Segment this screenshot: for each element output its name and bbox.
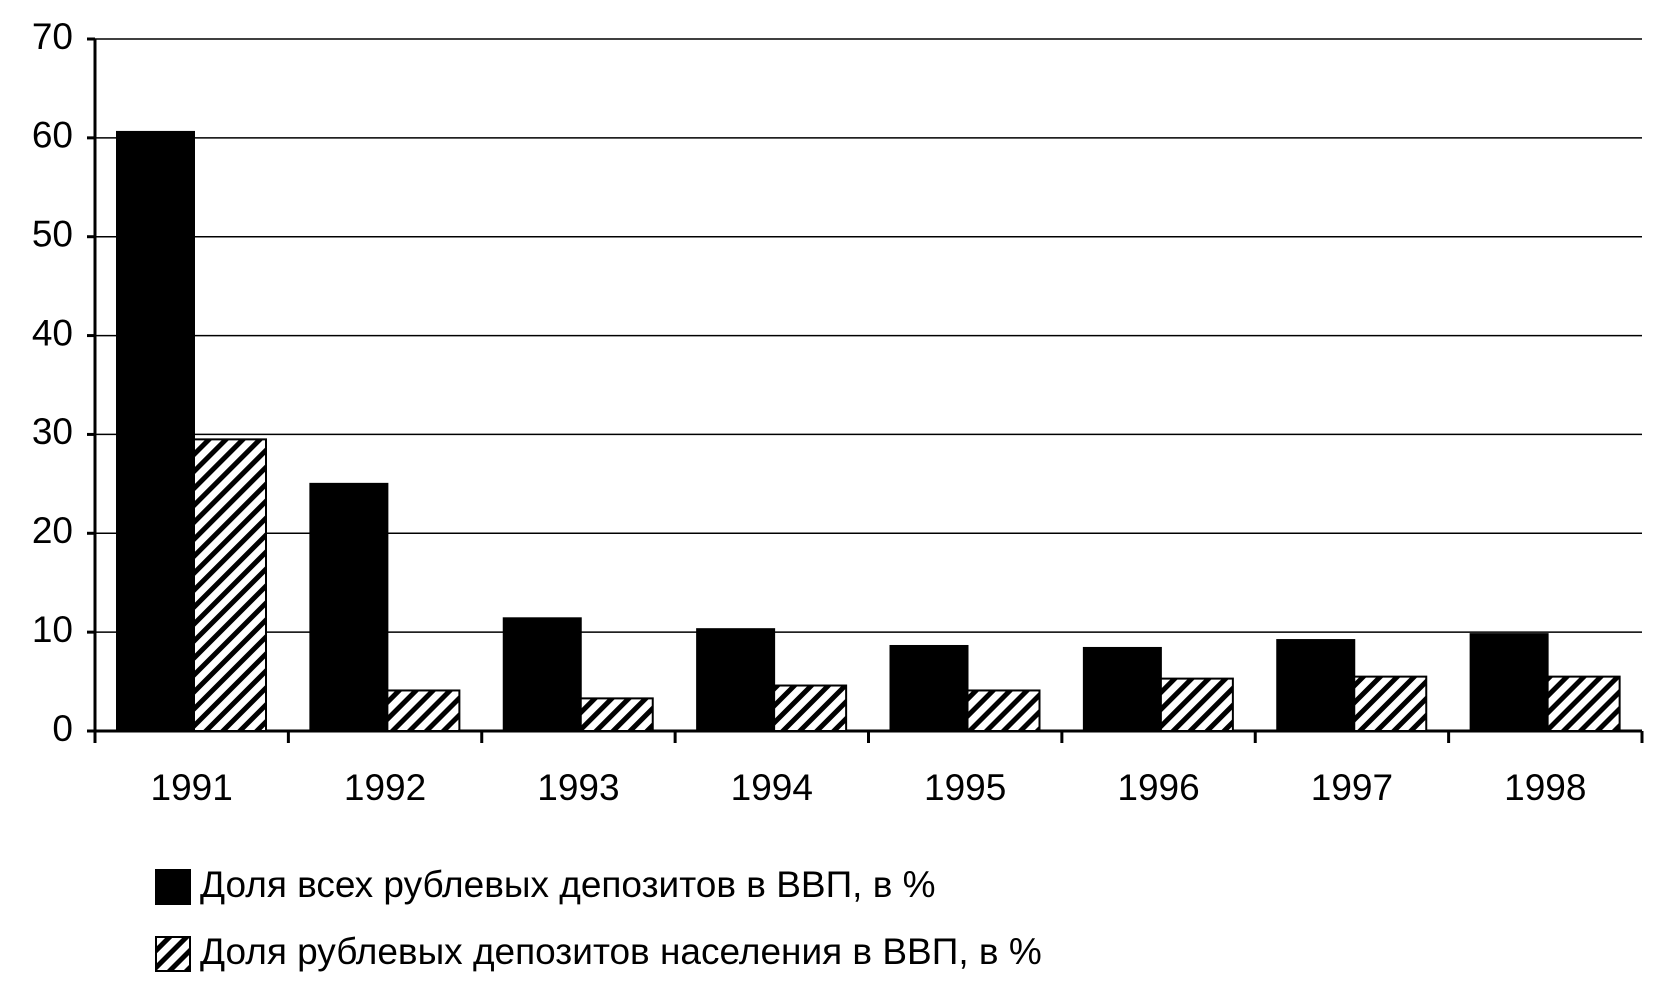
legend-label: Доля всех рублевых депозитов в ВВП, в %: [200, 864, 936, 905]
bar: [966, 689, 1041, 732]
bar: [309, 482, 389, 732]
bar: [193, 438, 267, 732]
x-tick-label: 1993: [537, 767, 619, 808]
legend-swatch: [155, 936, 191, 972]
y-tick-label: 10: [32, 609, 73, 650]
x-tick-label: 1998: [1504, 767, 1586, 808]
x-tick-label: 1991: [151, 767, 233, 808]
bar: [1353, 675, 1428, 733]
bar: [1159, 677, 1234, 732]
legend-swatch: [155, 869, 191, 905]
x-tick-label: 1997: [1311, 767, 1393, 808]
x-tick-label: 1996: [1117, 767, 1199, 808]
legend-label: Доля рублевых депозитов населения в ВВП,…: [200, 931, 1042, 972]
bar: [579, 697, 654, 732]
bar: [889, 644, 969, 732]
y-tick-label: 60: [32, 115, 73, 156]
bar: [773, 684, 848, 732]
bar: [1082, 646, 1162, 733]
y-tick-label: 70: [32, 16, 73, 57]
x-tick-label: 1992: [344, 767, 426, 808]
bar: [386, 689, 461, 732]
bar: [1546, 675, 1621, 733]
y-tick-label: 40: [32, 312, 73, 353]
bar: [116, 130, 195, 732]
y-tick-label: 20: [32, 510, 73, 551]
x-tick-label: 1995: [924, 767, 1006, 808]
bar: [696, 628, 776, 732]
bar: [502, 617, 582, 732]
y-tick-label: 50: [32, 213, 73, 254]
bar: [1469, 633, 1549, 732]
y-tick-label: 30: [32, 411, 73, 452]
bar: [1276, 639, 1356, 733]
y-tick-label: 0: [52, 708, 73, 749]
x-tick-label: 1994: [731, 767, 813, 808]
